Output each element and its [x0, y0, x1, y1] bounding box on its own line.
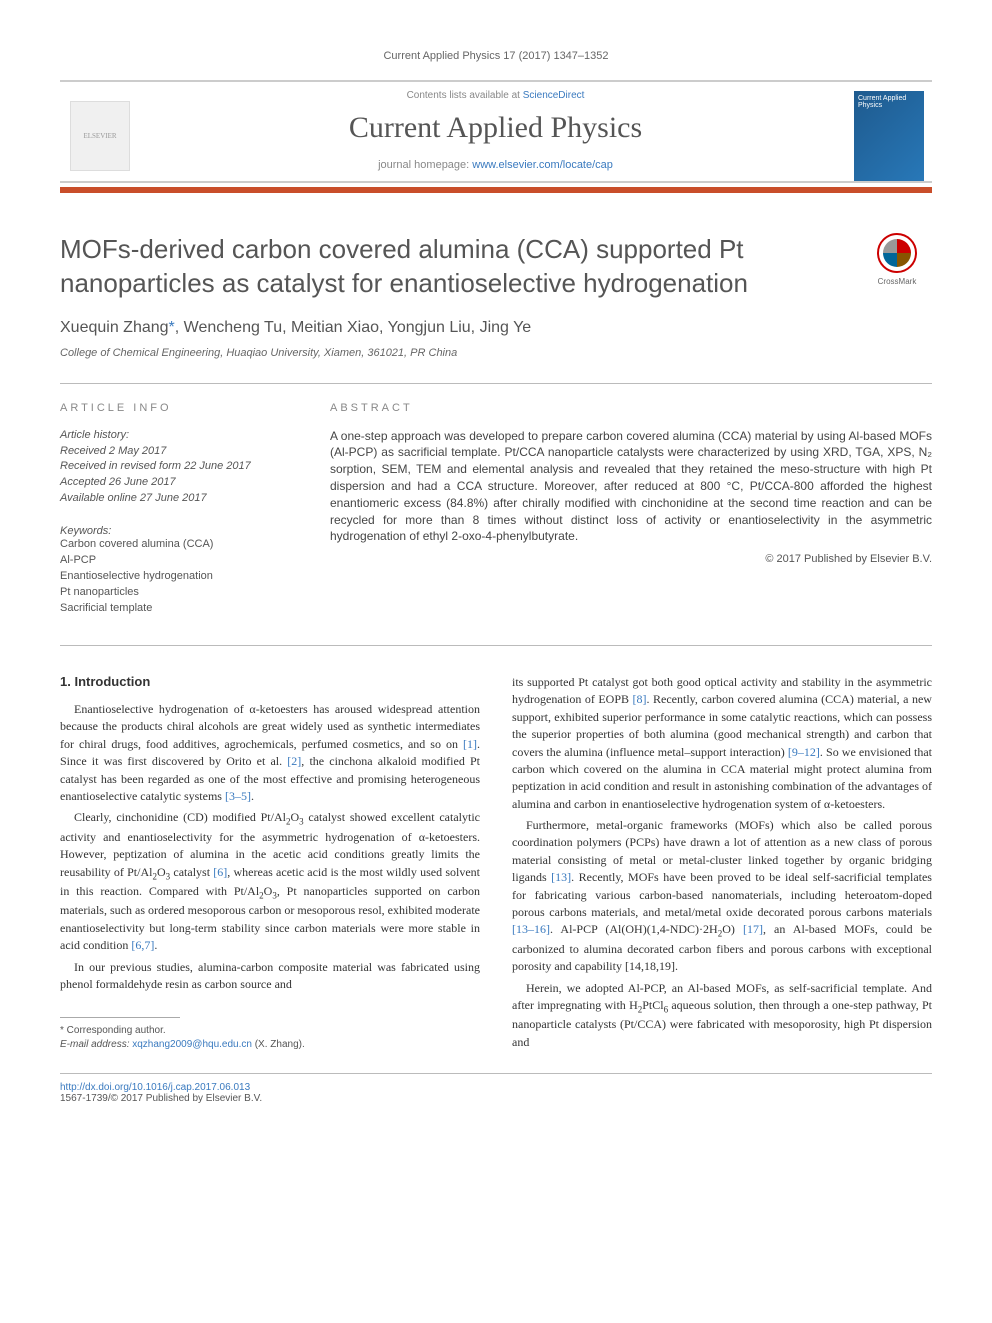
footnote-divider [60, 1017, 180, 1018]
doi-link[interactable]: http://dx.doi.org/10.1016/j.cap.2017.06.… [60, 1082, 932, 1093]
elsevier-tree-icon: ELSEVIER [70, 101, 130, 171]
elsevier-logo: ELSEVIER [60, 91, 145, 181]
body-paragraph: Clearly, cinchonidine (CD) modified Pt/A… [60, 809, 480, 954]
crossmark-icon [883, 239, 911, 267]
journal-header: ELSEVIER Contents lists available at Sci… [60, 80, 932, 183]
crossmark-badge[interactable]: CrossMark [862, 233, 932, 286]
abstract-text: A one-step approach was developed to pre… [330, 428, 932, 546]
corresponding-author-note: * Corresponding author. [60, 1024, 480, 1038]
keywords-list: Carbon covered alumina (CCA)Al-PCPEnanti… [60, 537, 290, 617]
crossmark-label: CrossMark [862, 277, 932, 286]
divider [60, 383, 932, 384]
issn-copyright: 1567-1739/© 2017 Published by Elsevier B… [60, 1093, 932, 1104]
article-history: Article history: Received 2 May 2017 Rec… [60, 428, 290, 508]
authors: Xuequin Zhang*, Wencheng Tu, Meitian Xia… [60, 319, 932, 337]
journal-reference: Current Applied Physics 17 (2017) 1347–1… [60, 50, 932, 62]
abstract-label: ABSTRACT [330, 402, 932, 414]
email-link[interactable]: xqzhang2009@hqu.edu.cn [132, 1039, 252, 1050]
body-paragraph: In our previous studies, alumina-carbon … [60, 959, 480, 994]
abstract-copyright: © 2017 Published by Elsevier B.V. [330, 553, 932, 565]
journal-name: Current Applied Physics [145, 111, 846, 145]
homepage-link[interactable]: www.elsevier.com/locate/cap [472, 159, 613, 171]
body-paragraph: its supported Pt catalyst got both good … [512, 674, 932, 813]
divider [60, 645, 932, 646]
body-paragraph: Enantioselective hydrogenation of α-keto… [60, 701, 480, 805]
contents-line: Contents lists available at ScienceDirec… [145, 90, 846, 101]
accent-bar [60, 187, 932, 193]
keywords-label: Keywords: [60, 525, 290, 537]
divider [60, 1073, 932, 1074]
sciencedirect-link[interactable]: ScienceDirect [523, 90, 585, 101]
affiliation: College of Chemical Engineering, Huaqiao… [60, 347, 932, 359]
journal-cover-thumb: Current Applied Physics [854, 91, 924, 181]
homepage-line: journal homepage: www.elsevier.com/locat… [145, 159, 846, 171]
article-title: MOFs-derived carbon covered alumina (CCA… [60, 233, 842, 301]
body-paragraph: Herein, we adopted Al-PCP, an Al-based M… [512, 980, 932, 1052]
email-note: E-mail address: xqzhang2009@hqu.edu.cn (… [60, 1038, 480, 1052]
section-heading-intro: 1. Introduction [60, 674, 480, 689]
article-info-label: ARTICLE INFO [60, 402, 290, 414]
body-paragraph: Furthermore, metal-organic frameworks (M… [512, 817, 932, 976]
